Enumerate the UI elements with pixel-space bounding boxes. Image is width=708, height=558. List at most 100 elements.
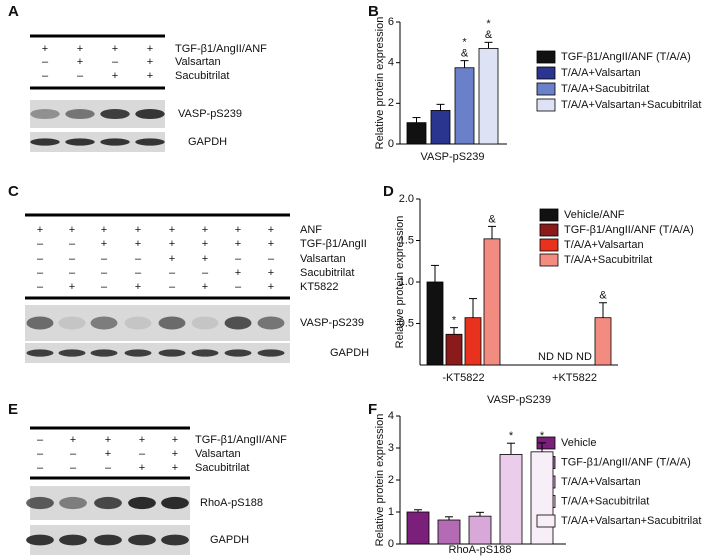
y-tick-label: 3 — [388, 442, 394, 454]
bar — [468, 515, 492, 545]
blot-band — [26, 349, 54, 357]
blot-band — [257, 349, 285, 357]
treatment-sign: – — [69, 267, 76, 279]
treatment-sign: + — [169, 224, 175, 236]
blot-band — [124, 349, 152, 357]
legend-label: T/A/A+Valsartan — [564, 239, 644, 251]
treatment-sign: – — [139, 448, 146, 460]
panel-letter: B — [368, 3, 379, 20]
blot-band — [58, 316, 86, 330]
treatment-sign: – — [105, 462, 112, 474]
blot-band — [90, 349, 118, 357]
treatment-label: TGF-β1/AngII/ANF — [195, 434, 287, 446]
bar — [454, 67, 475, 145]
legend-label: T/A/A+Sacubitrilat — [564, 254, 652, 266]
treatment-label: Sacubitrilat — [300, 267, 354, 279]
treatment-sign: + — [70, 434, 76, 446]
band-label: GAPDH — [330, 347, 369, 359]
legend-label: T/A/A+Sacubitrilat — [561, 83, 649, 95]
blot-band — [257, 316, 285, 330]
blot-band — [26, 316, 54, 330]
blot-strip — [25, 343, 290, 363]
legend-swatch — [536, 50, 556, 64]
category-label: +KT5822 — [552, 372, 597, 384]
blot-band — [161, 534, 189, 546]
treatment-sign: – — [77, 70, 84, 82]
blot-band — [90, 316, 118, 330]
blot-band — [100, 108, 130, 120]
y-tick-label: 1 — [388, 506, 394, 518]
y-axis-label: Relative protein expression — [394, 216, 406, 349]
bar — [478, 48, 499, 145]
treatment-sign: + — [202, 253, 208, 265]
blot-band — [58, 349, 86, 357]
significance-mark: * — [509, 430, 514, 442]
band-label: VASP-pS239 — [178, 108, 242, 120]
bar — [437, 519, 461, 545]
y-tick-label: 6 — [388, 16, 394, 28]
treatment-label: Sacubitrilat — [175, 70, 229, 82]
significance-mark: & — [599, 290, 607, 302]
blot-band — [224, 349, 252, 357]
blot-band — [26, 534, 54, 546]
bar — [483, 238, 501, 366]
legend-label: T/A/A+Valsartan — [561, 476, 641, 488]
treatment-sign: – — [135, 267, 142, 279]
blot-band — [124, 316, 152, 330]
treatment-sign: + — [235, 238, 241, 250]
significance-mark: * — [462, 37, 467, 49]
treatment-sign: – — [37, 238, 44, 250]
value-label: ND — [557, 351, 573, 363]
bar — [530, 451, 554, 545]
panel-letter: A — [8, 3, 19, 20]
y-tick-label: 1.5 — [399, 234, 414, 246]
x-axis-label: VASP-pS239 — [487, 394, 551, 406]
treatment-sign: + — [112, 70, 118, 82]
bar — [406, 511, 430, 545]
blot-band — [26, 496, 54, 510]
panel-letter: C — [8, 183, 19, 200]
y-axis-label: Relative protein expression — [374, 17, 386, 150]
band-label: VASP-pS239 — [300, 317, 364, 329]
y-tick-label: 0 — [388, 538, 394, 550]
legend-swatch — [536, 98, 556, 112]
blot-band — [65, 108, 95, 120]
treatment-sign: + — [268, 224, 274, 236]
significance-mark: & — [485, 29, 493, 41]
treatment-sign: + — [77, 56, 83, 68]
treatment-sign: + — [169, 253, 175, 265]
blot-band — [128, 496, 156, 510]
treatment-sign: – — [37, 281, 44, 293]
treatment-sign: + — [105, 448, 111, 460]
y-tick-label: 4 — [388, 410, 394, 422]
treatment-label: Valsartan — [300, 253, 346, 265]
treatment-sign: – — [169, 281, 176, 293]
legend-swatch — [536, 66, 556, 80]
legend-label: Vehicle — [561, 437, 596, 449]
legend-label: T/A/A+Valsartan+Sacubitrilat — [561, 99, 701, 111]
treatment-sign: + — [139, 434, 145, 446]
treatment-sign: – — [70, 462, 77, 474]
blot-band — [94, 534, 122, 546]
treatment-sign: – — [37, 462, 44, 474]
blot-band — [158, 316, 186, 330]
significance-mark: * — [486, 18, 491, 30]
y-tick-label: 4 — [388, 57, 394, 69]
category-label: RhoA-pS188 — [449, 544, 512, 556]
treatment-sign: + — [172, 434, 178, 446]
blot-band — [30, 138, 60, 146]
treatment-sign: + — [147, 70, 153, 82]
panel-letter: E — [8, 401, 18, 418]
treatment-sign: – — [101, 253, 108, 265]
value-label: ND — [538, 351, 554, 363]
legend-swatch — [539, 208, 559, 222]
blot-band — [191, 316, 219, 330]
treatment-label: ANF — [300, 224, 322, 236]
legend-label: TGF-β1/AngII/ANF (T/A/A) — [561, 456, 691, 468]
blot-band — [65, 138, 95, 146]
blot-band — [135, 138, 165, 146]
treatment-sign: – — [202, 267, 209, 279]
blot-band — [135, 108, 165, 120]
treatment-sign: + — [37, 224, 43, 236]
